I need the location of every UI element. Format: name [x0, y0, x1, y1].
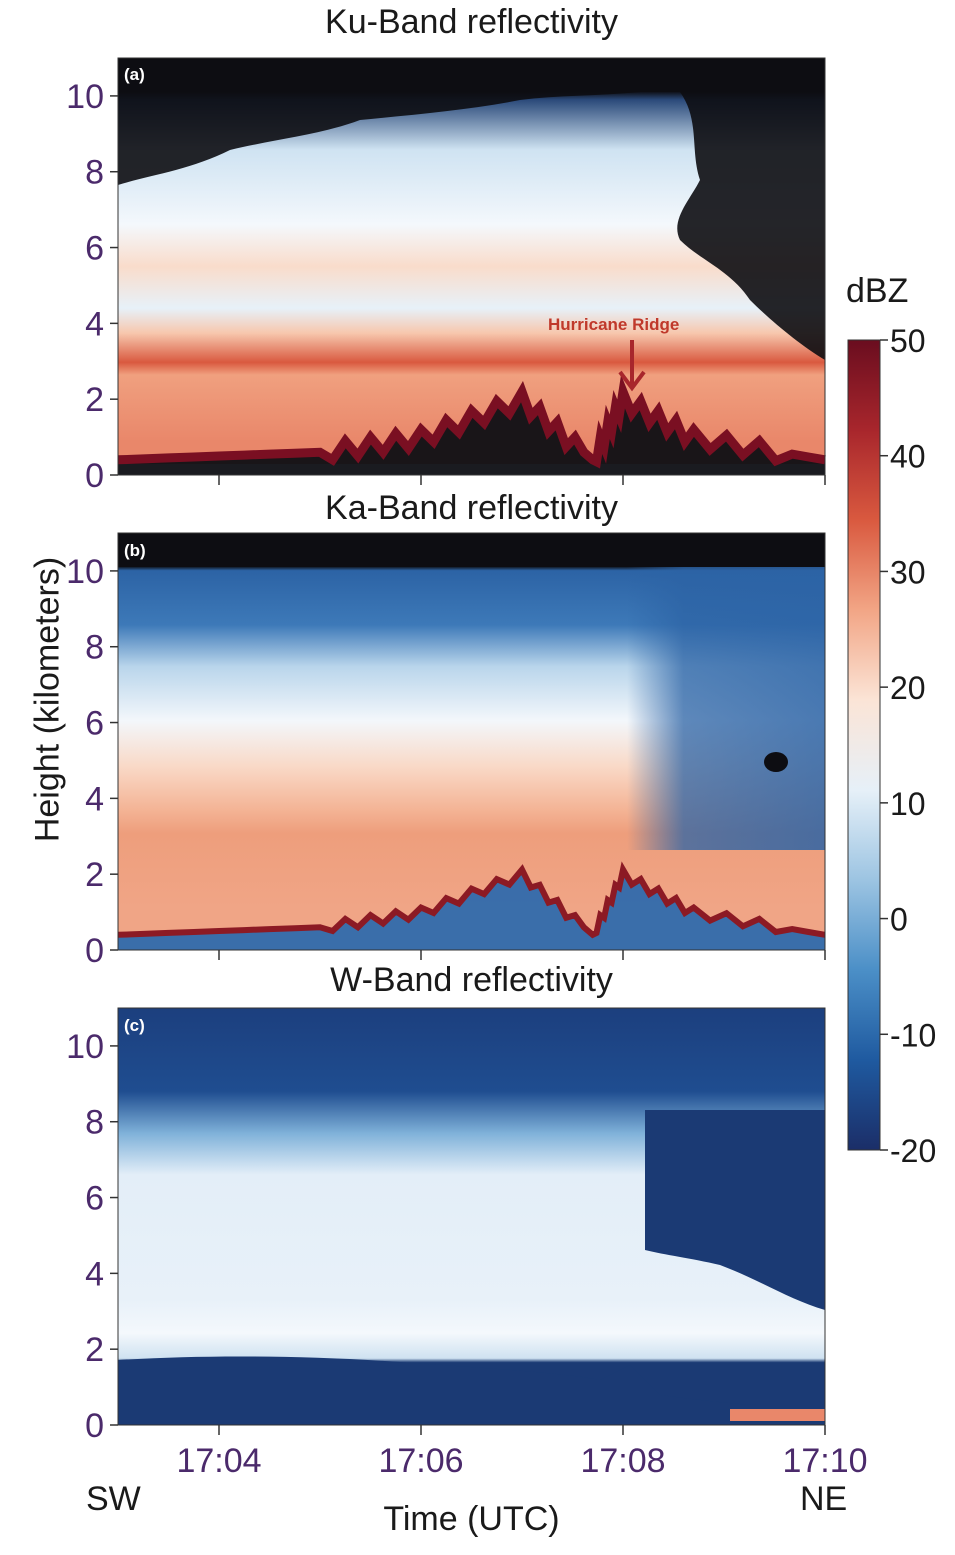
panel-a-label: (a)	[124, 65, 145, 84]
colorbar-tick-label: 10	[890, 786, 926, 822]
panel-c-low-echo	[118, 1356, 825, 1425]
colorbar-tick-label: 50	[890, 323, 926, 359]
colorbar-gradient	[847, 339, 881, 1151]
colorbar-tick-label: 20	[890, 670, 926, 706]
x-axis-title: Time (UTC)	[383, 1500, 560, 1538]
y-tick-label: 8	[85, 629, 104, 667]
panel-a-frame	[117, 57, 826, 476]
panel-a-noise-top	[118, 92, 640, 185]
panel-a-blackout	[118, 58, 825, 92]
x-tick-label: 17:08	[580, 1442, 665, 1480]
panel-c-surface-orange	[730, 1409, 825, 1421]
x-tick-label: 17:04	[176, 1442, 261, 1480]
panel-c-label: (c)	[124, 1016, 145, 1035]
y-tick-label: 2	[85, 856, 104, 894]
y-tick-label: 0	[85, 932, 104, 970]
y-tick-label: 2	[85, 1331, 104, 1369]
y-axis-title: Height (kilometers)	[28, 556, 67, 843]
y-tick-label: 4	[85, 1255, 104, 1293]
y-tick-label: 10	[66, 1028, 104, 1066]
colorbar: 50 40 30 20 10 0 -10 -20	[847, 323, 936, 1169]
axes-layer: 0 2 4 6 8 10 0 2 4 6 8 10 0 2 4 6 8 10 17:04 17:06 17:08 17:1…	[66, 78, 867, 1480]
direction-ne: NE	[800, 1480, 848, 1518]
panel-c: (c)	[117, 1007, 826, 1426]
y-tick-label: 6	[85, 705, 104, 743]
panel-b-frame	[117, 532, 826, 951]
hurricane-ridge-annotation: Hurricane Ridge	[548, 315, 679, 334]
panel-b-right-blue	[118, 565, 825, 850]
panel-c-frame	[117, 1007, 826, 1426]
colorbar-tick-label: 40	[890, 439, 926, 475]
y-tick-label: 8	[85, 1104, 104, 1142]
colorbar-tick-label: -20	[890, 1133, 936, 1169]
colorbar-title: dBZ	[846, 272, 909, 310]
panel-b-surface-echo	[117, 861, 826, 939]
y-tick-label: 0	[85, 1407, 104, 1445]
panel-b-title: Ka-Band reflectivity	[325, 489, 618, 527]
y-tick-label: 4	[85, 305, 104, 343]
y-tick-label: 10	[66, 78, 104, 116]
panel-a: (a) Hurricane Ridge	[117, 57, 826, 476]
direction-sw: SW	[86, 1480, 141, 1518]
x-tick-label: 17:10	[782, 1442, 867, 1480]
colorbar-tick-label: 30	[890, 554, 926, 590]
panel-c-right-navy	[645, 1110, 825, 1310]
y-tick-label: 0	[85, 457, 104, 495]
panel-a-title: Ku-Band reflectivity	[325, 3, 618, 41]
y-tick-label: 4	[85, 780, 104, 818]
panel-b-dark-spot	[764, 752, 788, 772]
panel-b-label: (b)	[124, 541, 146, 560]
panel-a-noise-right	[677, 92, 825, 360]
y-tick-label: 6	[85, 230, 104, 268]
y-tick-label: 6	[85, 1180, 104, 1218]
hurricane-ridge-arrow	[618, 340, 646, 392]
colorbar-tick-label: -10	[890, 1017, 936, 1053]
panel-b-blackout	[118, 533, 825, 567]
y-tick-label: 8	[85, 154, 104, 192]
panel-c-title: W-Band reflectivity	[330, 961, 613, 999]
y-tick-label: 2	[85, 381, 104, 419]
x-tick-label: 17:06	[378, 1442, 463, 1480]
colorbar-tick-label: 0	[890, 902, 908, 938]
panel-a-surface-echo	[117, 374, 826, 469]
y-tick-label: 10	[66, 553, 104, 591]
panel-b: (b)	[117, 532, 826, 951]
